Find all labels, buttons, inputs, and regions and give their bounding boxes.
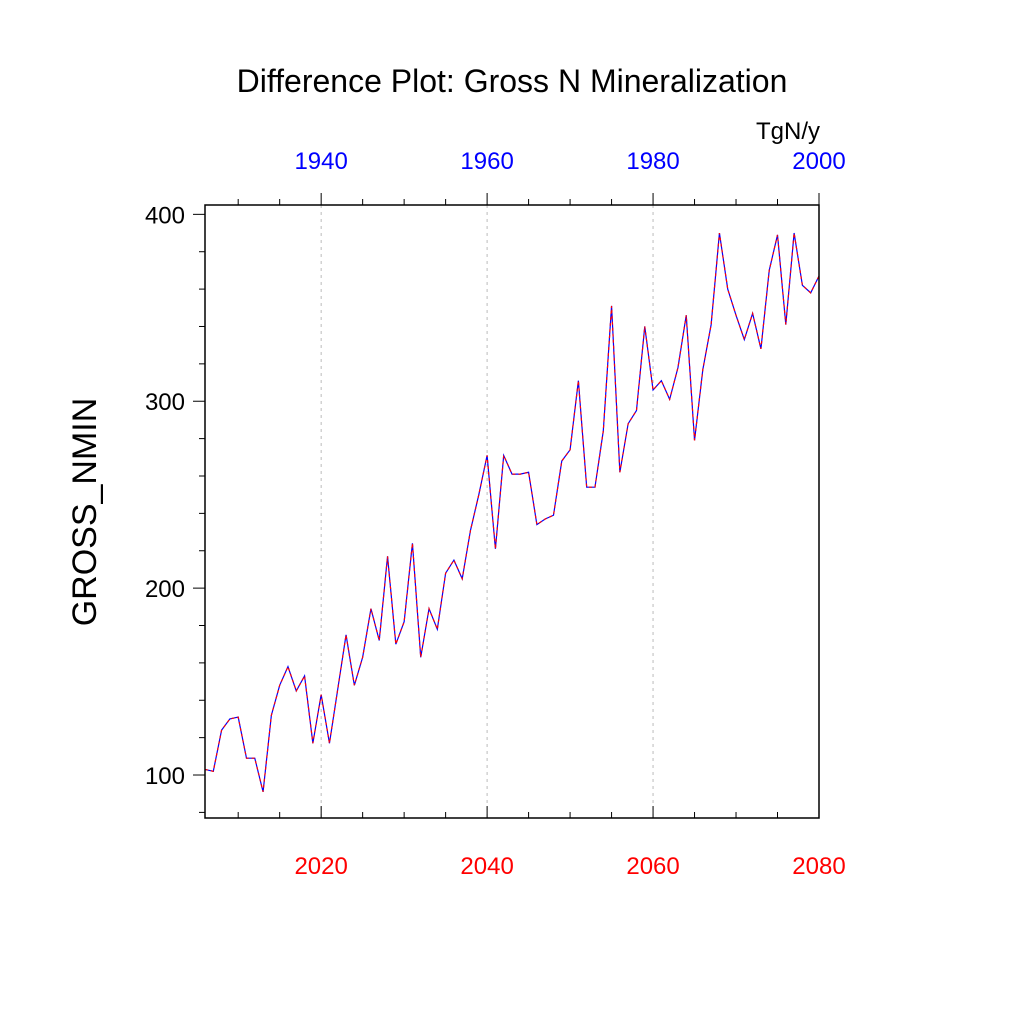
- top-tick-label: 1980: [626, 148, 679, 175]
- series-line: [204, 232, 820, 792]
- series-line-dashes: [204, 232, 820, 792]
- top-tick-label: 1960: [460, 148, 513, 175]
- bottom-tick-label: 2060: [626, 853, 679, 880]
- units-label: TgN/y: [756, 118, 820, 145]
- plot-frame: [204, 204, 820, 819]
- axis-ticks: [193, 193, 820, 818]
- y-tick-label: 100: [145, 763, 185, 790]
- y-axis-label: GROSS_NMIN: [66, 398, 104, 627]
- tick-labels: 2020 2040 2060 2080 1940 1960 1980 2000 100 200 30…: [145, 148, 846, 880]
- y-tick-label: 200: [145, 576, 185, 603]
- top-tick-label: 1940: [294, 148, 347, 175]
- y-tick-label: 300: [145, 389, 185, 416]
- bottom-tick-label: 2080: [792, 853, 845, 880]
- chart-title: Difference Plot: Gross N Mineralization: [237, 63, 788, 99]
- bottom-tick-label: 2020: [294, 853, 347, 880]
- y-tick-label: 400: [145, 202, 185, 229]
- gridlines: [320, 205, 654, 818]
- data-series: [204, 232, 820, 792]
- top-tick-label: 2000: [792, 148, 845, 175]
- bottom-tick-label: 2040: [460, 853, 513, 880]
